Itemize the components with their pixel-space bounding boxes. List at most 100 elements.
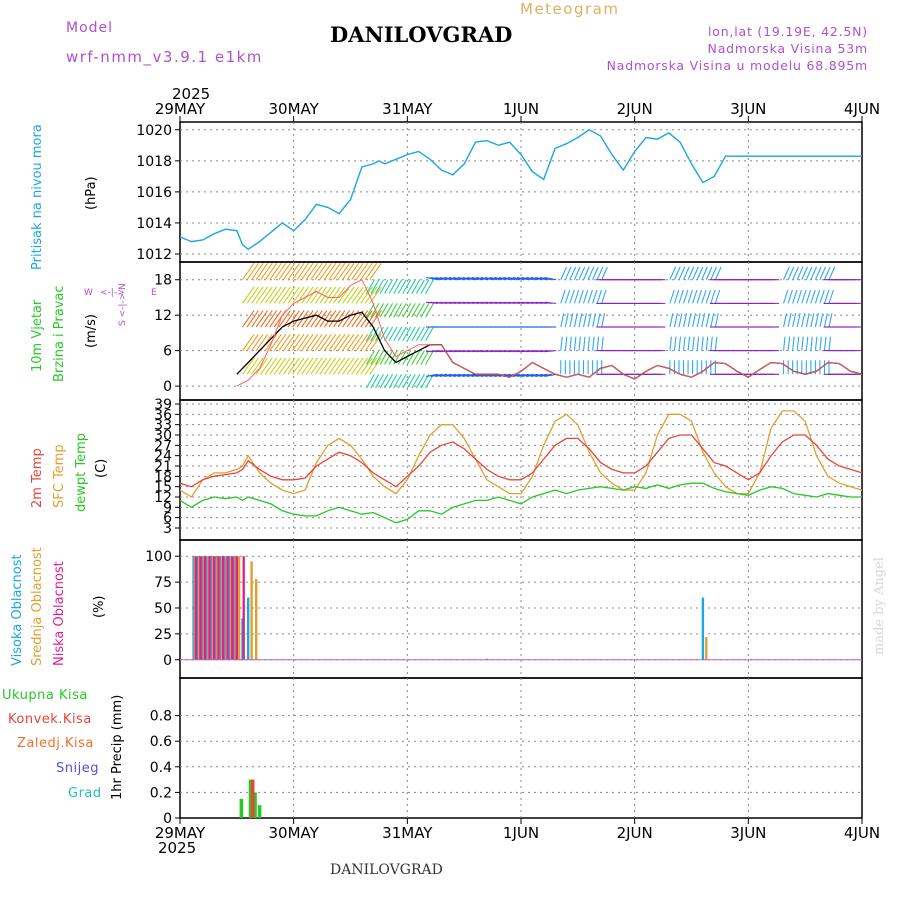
precip-ytick-label: 0.4 — [150, 760, 172, 776]
wind-barb — [360, 286, 373, 304]
wind-barb — [319, 286, 332, 304]
wind-barb — [282, 310, 296, 328]
cloud-axis-unit: (%) — [92, 595, 107, 619]
cloud-bar — [226, 556, 229, 660]
wind-barb — [310, 262, 323, 281]
wind-barb — [819, 266, 827, 280]
cloud-bar — [247, 597, 250, 660]
wind-barb — [787, 313, 792, 328]
wind-barb — [415, 326, 425, 342]
wind-barb — [251, 262, 264, 281]
wind-barb — [796, 313, 801, 328]
wind-barb — [560, 313, 565, 328]
precip-ytick-label: 0.8 — [150, 709, 172, 725]
wind-barb — [260, 286, 273, 304]
wind-barb — [592, 313, 597, 328]
precip-bar — [257, 805, 262, 818]
model-elevation-text: Nadmorska Visina u modelu 68.895m — [606, 58, 868, 73]
wind-barb — [296, 262, 309, 281]
pressure-ytick-label: 1014 — [136, 216, 172, 232]
year-label-top: 2025 — [172, 85, 210, 103]
wind-barb — [521, 373, 534, 377]
wind-barb — [787, 289, 793, 304]
wind-barb — [801, 313, 806, 328]
wind-barb — [796, 266, 804, 280]
wind-barb — [539, 373, 552, 377]
wind-barb — [365, 373, 375, 389]
wind-barb — [710, 266, 718, 280]
wind-barb — [439, 373, 452, 377]
wind-barb — [278, 310, 291, 328]
wind-barb — [287, 286, 300, 304]
wind-barb — [805, 266, 813, 280]
wind-barb — [805, 313, 810, 328]
compass-w: W — [84, 288, 93, 298]
wind-barb — [701, 266, 708, 280]
pressure-line — [179, 128, 862, 251]
wind-barb — [814, 289, 821, 304]
wind-barb — [420, 279, 430, 294]
wind-barb — [287, 357, 300, 375]
wind-barb — [801, 336, 804, 351]
wind-barb — [601, 336, 604, 351]
wind-barb — [242, 333, 255, 351]
wind-barb — [411, 326, 421, 342]
cloud-axis-high: Visoka Oblacnost — [10, 554, 25, 666]
wind-barb — [828, 289, 834, 304]
wind-barb — [696, 336, 700, 351]
wind-barb — [292, 357, 305, 375]
x-tick-label-bottom: 3JUN — [730, 824, 766, 842]
model-name: wrf-nmm_v3.9.1 e1km — [66, 48, 263, 66]
wind-barb — [393, 373, 403, 389]
x-tick-label-bottom: 30MAY — [269, 824, 320, 842]
wind-barb — [678, 313, 683, 328]
wind-barb — [314, 286, 328, 304]
wind-barb — [828, 313, 833, 328]
wind-barb — [355, 357, 369, 375]
wind-barb — [332, 357, 346, 375]
wind-barb — [346, 333, 360, 351]
wind-barb — [489, 277, 502, 281]
wind-barb — [592, 336, 595, 351]
wind-barb — [601, 266, 608, 280]
wind-barb — [351, 262, 364, 281]
wind-barb — [530, 373, 543, 377]
compass-e: E — [151, 288, 157, 298]
cloud-bar — [194, 556, 198, 660]
year-label-bottom: 2025 — [158, 839, 196, 857]
wind-barb — [292, 286, 305, 304]
wind-barb — [402, 350, 412, 365]
wind-barb — [269, 357, 282, 375]
pressure-axis-unit: (hPa) — [84, 176, 99, 210]
wind-barb — [260, 357, 273, 375]
temperature-ytick-label: 27 — [154, 438, 172, 454]
x-tick-label-top: 1JUN — [503, 100, 539, 118]
wind-barb — [701, 313, 706, 328]
pressure-ytick-label: 1012 — [136, 247, 172, 263]
wind-speed-line — [236, 311, 863, 380]
sfc-temp-line — [179, 410, 863, 498]
wind-barb — [323, 286, 337, 304]
wind-barb — [264, 357, 278, 375]
wind-barb — [269, 262, 282, 281]
wind-barb — [242, 262, 255, 281]
wind-barb — [301, 262, 314, 281]
temperature-ytick-label: 18 — [154, 469, 172, 485]
wind-barb — [375, 373, 384, 389]
wind-barb — [710, 289, 716, 304]
wind-barb — [544, 277, 557, 281]
wind-barb — [714, 336, 718, 351]
wind-barb — [337, 262, 350, 281]
wind-barb — [507, 277, 520, 281]
wind-barb — [384, 350, 394, 365]
wind-barb — [346, 286, 360, 304]
wind-barb — [544, 373, 557, 377]
wind-barb — [337, 286, 350, 304]
wind-barb — [282, 262, 296, 281]
wind-axis-subtitle: Brzina i Pravac — [52, 285, 67, 382]
wind-barb — [796, 336, 800, 351]
wind-barb — [569, 266, 577, 280]
wind-barb — [582, 336, 586, 351]
temperature-ytick-label: 3 — [163, 521, 172, 537]
